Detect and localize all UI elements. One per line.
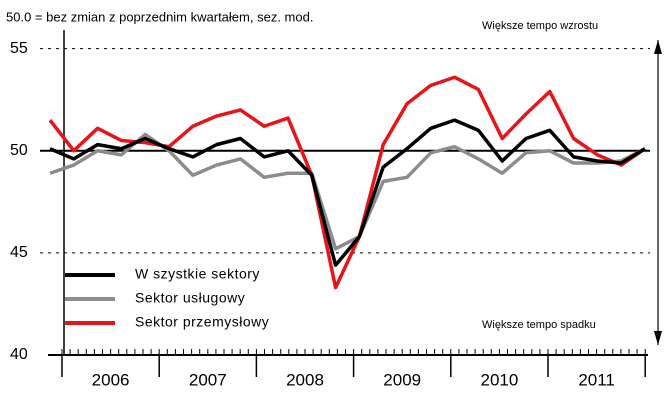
legend-label: Sektor usługowy <box>135 290 245 306</box>
y-tick-label: 50 <box>10 142 28 159</box>
series-line <box>49 118 646 267</box>
y-tick-label: 45 <box>10 244 28 261</box>
x-tick-label: 2009 <box>383 370 421 389</box>
x-tick-label: 2010 <box>480 370 518 389</box>
annotation: Większe tempo spadku <box>482 319 596 331</box>
annotation: Większe tempo wzrostu <box>482 20 598 32</box>
x-tick-label: 2006 <box>92 370 130 389</box>
note: 50.0 = bez zmian z poprzednim kwartałem,… <box>6 9 313 24</box>
series-line <box>49 132 646 251</box>
x-tick-label: 2008 <box>286 370 324 389</box>
x-tick-label: 2007 <box>189 370 227 389</box>
series-line <box>48 75 646 290</box>
legend-label: Sektor przemysłowy <box>135 314 269 330</box>
x-tick-label: 2011 <box>578 370 615 389</box>
y-tick-label: 55 <box>10 40 28 57</box>
legend-label: W szystkie sektory <box>135 266 260 282</box>
y-tick-label: 40 <box>10 346 28 363</box>
